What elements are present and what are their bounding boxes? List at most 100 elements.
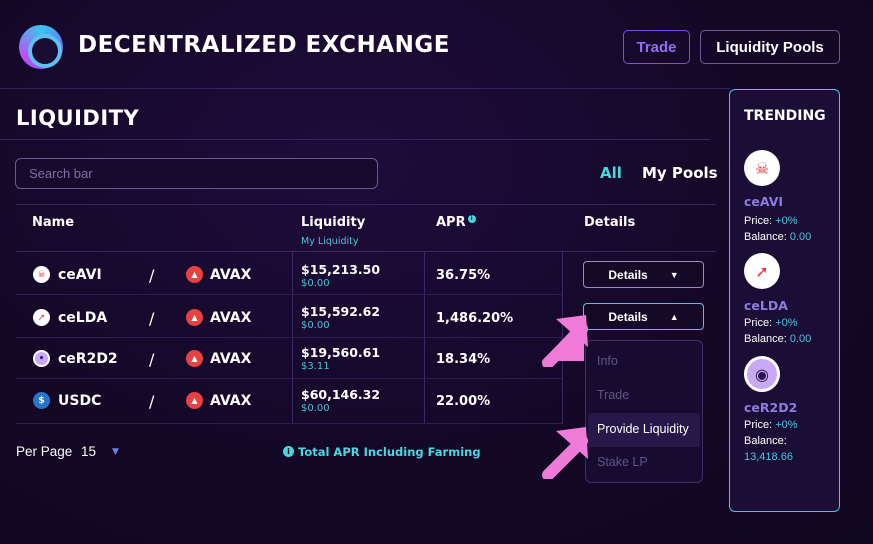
info-icon: i: [283, 446, 294, 457]
robot-face-icon: ☠: [33, 266, 50, 283]
price-value: +0%: [775, 215, 798, 227]
my-liquidity-value: $3.11: [301, 361, 330, 372]
search-input[interactable]: [15, 158, 378, 189]
my-liquidity-value: $0.00: [301, 403, 330, 414]
details-button[interactable]: Details ▼: [583, 261, 704, 288]
trending-title: TRENDING: [744, 108, 826, 124]
avax-icon: ▲: [186, 350, 203, 367]
usdc-coin-icon: $: [33, 392, 50, 409]
avax-icon: ▲: [186, 392, 203, 409]
pointer-arrow-icon: [542, 315, 588, 367]
page-title: LIQUIDITY: [16, 106, 140, 130]
swoosh-icon: ➚: [33, 309, 50, 326]
token-a-name: ceAVI: [58, 267, 102, 283]
robot-face-icon[interactable]: ☠: [744, 150, 780, 186]
r2d2-icon[interactable]: ◉: [744, 356, 780, 392]
liquidity-value: $60,146.32: [301, 387, 381, 402]
token-b-name: AVAX: [210, 393, 252, 409]
trending-balance: Balance: 0.00: [744, 333, 811, 345]
column-separator: [292, 252, 293, 424]
menu-item-trade[interactable]: Trade: [597, 388, 630, 402]
token-a-name: ceLDA: [58, 310, 108, 326]
column-separator: [562, 252, 563, 424]
menu-item-provide-liquidity[interactable]: Provide Liquidity: [597, 422, 689, 436]
column-header-apr: APR i: [436, 215, 476, 230]
liquidity-value: $15,213.50: [301, 262, 381, 277]
menu-item-stake-lp[interactable]: Stake LP: [597, 455, 648, 469]
details-dropdown-menu: Info Trade Provide Liquidity Stake LP: [585, 340, 703, 483]
token-a-name: USDC: [58, 393, 102, 409]
my-liquidity-value: $0.00: [301, 320, 330, 331]
pair-separator: /: [149, 350, 155, 369]
app-logo[interactable]: [19, 25, 63, 69]
title-divider: [0, 139, 710, 140]
column-header-liquidity: Liquidity: [301, 215, 366, 230]
details-button-open[interactable]: Details ▲: [583, 303, 704, 330]
price-label: Price:: [744, 215, 773, 227]
filter-my-pools-tab[interactable]: My Pools: [642, 164, 718, 182]
token-b-name: AVAX: [210, 267, 252, 283]
trending-balance: Balance: 0.00: [744, 231, 811, 243]
price-label: Price:: [744, 419, 773, 431]
chevron-up-icon: ▲: [669, 311, 679, 322]
balance-value: 0.00: [789, 333, 812, 345]
details-button-label: Details: [608, 267, 648, 282]
price-value: +0%: [775, 419, 798, 431]
column-subheader-my-liquidity: My Liquidity: [301, 236, 359, 247]
apr-value: 18.34%: [436, 352, 491, 367]
price-value: +0%: [775, 317, 798, 329]
trending-balance-label: Balance:: [744, 435, 787, 447]
column-header-name: Name: [32, 215, 75, 230]
header-divider: [0, 88, 730, 89]
chevron-down-icon: ▼: [669, 269, 679, 280]
apr-value: 22.00%: [436, 394, 491, 409]
token-b-name: AVAX: [210, 351, 252, 367]
liquidity-value: $19,560.61: [301, 345, 381, 360]
pointer-arrow-icon: [542, 427, 588, 479]
row-divider: [16, 294, 562, 295]
nav-liquidity-pools-button[interactable]: Liquidity Pools: [700, 30, 840, 64]
info-icon[interactable]: i: [467, 215, 476, 223]
per-page-label: Per Page: [16, 444, 73, 459]
table-header-divider: [16, 251, 716, 252]
token-b-name: AVAX: [210, 310, 252, 326]
liquidity-value: $15,592.62: [301, 304, 381, 319]
token-a-name: ceR2D2: [58, 351, 118, 367]
row-divider: [16, 423, 562, 424]
balance-label: Balance:: [744, 333, 787, 345]
trending-token-name[interactable]: ceLDA: [744, 298, 788, 313]
trending-token-name[interactable]: ceR2D2: [744, 400, 798, 415]
details-button-label: Details: [608, 309, 648, 324]
column-separator: [424, 252, 425, 424]
price-label: Price:: [744, 317, 773, 329]
balance-value: 13,418.66: [744, 451, 793, 463]
r2d2-icon: •: [33, 350, 50, 367]
balance-value: 0.00: [789, 231, 812, 243]
per-page-select[interactable]: 15: [81, 444, 97, 459]
column-header-details: Details: [584, 215, 636, 230]
menu-item-info[interactable]: Info: [597, 354, 618, 368]
avax-icon: ▲: [186, 266, 203, 283]
dropdown-highlight: [588, 413, 700, 447]
apr-footnote: Total APR Including Farming: [298, 445, 481, 459]
trending-price: Price: +0%: [744, 317, 798, 329]
trending-token-name[interactable]: ceAVI: [744, 194, 784, 209]
pair-separator: /: [149, 309, 155, 328]
row-divider: [16, 378, 562, 379]
swoosh-icon[interactable]: ➚: [744, 253, 780, 289]
chevron-down-icon[interactable]: ▼: [112, 447, 119, 457]
balance-label: Balance:: [744, 231, 787, 243]
nav-trade-button[interactable]: Trade: [623, 30, 690, 64]
apr-value: 1,486.20%: [436, 311, 514, 326]
pair-separator: /: [149, 266, 155, 285]
filter-all-tab[interactable]: All: [600, 164, 622, 182]
apr-value: 36.75%: [436, 268, 491, 283]
pair-separator: /: [149, 392, 155, 411]
table-top-divider: [16, 204, 716, 205]
trending-price: Price: +0%: [744, 215, 798, 227]
avax-icon: ▲: [186, 309, 203, 326]
app-title: DECENTRALIZED EXCHANGE: [78, 32, 450, 58]
row-divider: [16, 337, 562, 338]
my-liquidity-value: $0.00: [301, 278, 330, 289]
apr-header-label: APR: [436, 215, 466, 230]
